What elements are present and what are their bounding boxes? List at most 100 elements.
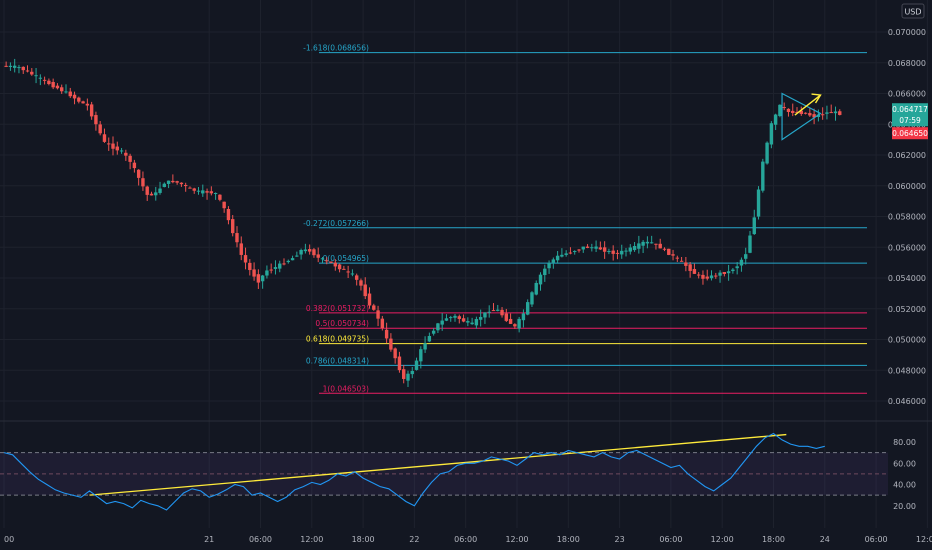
candle-body xyxy=(525,302,530,315)
fib-level-label: 0.5(0.050734) xyxy=(315,319,369,328)
price-tag-bg xyxy=(892,114,928,127)
candle-body xyxy=(107,143,111,145)
candle-body xyxy=(585,246,590,248)
candle-body xyxy=(290,258,295,261)
candle-body xyxy=(367,293,372,306)
candle-body xyxy=(248,262,252,271)
candle-body xyxy=(128,155,132,162)
candle-body xyxy=(8,65,13,67)
candle-body xyxy=(342,268,346,270)
candle-body xyxy=(795,111,799,113)
candle-body xyxy=(440,320,444,325)
time-tick-label: 06:00 xyxy=(659,535,682,544)
candle-body xyxy=(748,235,752,253)
candle-body xyxy=(701,274,705,279)
fib-level-label: -0.272(0.057266) xyxy=(303,219,369,228)
candle-body xyxy=(158,188,162,193)
candle-body xyxy=(577,249,581,251)
candle-body xyxy=(423,343,427,350)
price-tick-label: 0.062000 xyxy=(888,151,926,160)
breakout-arrow[interactable] xyxy=(794,94,821,116)
candle-body xyxy=(752,217,756,235)
candle-body xyxy=(696,274,701,276)
candle-body xyxy=(590,247,594,249)
candle-body xyxy=(329,261,333,263)
rsi-axis[interactable]: 80.00 60.00 40.00 20.00 xyxy=(893,438,916,511)
time-tick-label: 12:00 xyxy=(711,535,734,544)
price-tick-label: 0.068000 xyxy=(888,59,926,68)
currency-badge[interactable]: USD xyxy=(901,3,925,19)
breakout-arrow-head xyxy=(811,93,822,104)
price-tick-label: 0.052000 xyxy=(888,305,926,314)
candle-body xyxy=(615,252,620,254)
candle-body xyxy=(692,269,697,274)
candle-body xyxy=(517,318,521,329)
candle-body xyxy=(594,246,598,249)
candle-body xyxy=(209,191,214,194)
fibonacci-retracement[interactable]: -1.618(0.068656) -0.272(0.057266) 0(0.0549… xyxy=(303,44,867,394)
candle-body xyxy=(538,274,543,285)
candle-body xyxy=(85,103,90,106)
candle-body xyxy=(786,108,791,112)
fib-level-label: 0.382(0.051732) xyxy=(306,304,369,313)
candle-body xyxy=(145,186,149,195)
candle-body xyxy=(637,243,641,249)
fib-level-label: 0(0.054965) xyxy=(323,254,369,263)
currency-label: USD xyxy=(904,8,921,17)
time-tick-label: 22 xyxy=(409,535,419,544)
price-tag-bg xyxy=(892,103,928,116)
price-tick-label: 0.046000 xyxy=(888,397,926,406)
triangle-pattern[interactable] xyxy=(781,92,822,141)
candle-body xyxy=(162,183,167,188)
candle-body xyxy=(136,169,141,178)
price-tag-text: 0.064717 xyxy=(892,105,928,114)
rsi-tick-label: 80.00 xyxy=(893,438,916,447)
candle-body xyxy=(508,318,513,324)
candle-body xyxy=(21,66,25,71)
rsi-trendline[interactable] xyxy=(89,433,787,496)
candle-body xyxy=(201,190,205,194)
candle-body xyxy=(4,65,8,67)
candle-body xyxy=(714,275,718,277)
candle-body xyxy=(346,271,350,273)
candle-body xyxy=(838,111,842,115)
time-tick-label: 00 xyxy=(4,535,14,544)
rsi-series-line xyxy=(3,432,825,511)
candle-body xyxy=(820,114,825,116)
drawings[interactable] xyxy=(89,92,822,496)
candle-body xyxy=(684,262,688,266)
candle-body xyxy=(295,255,299,257)
candle-body xyxy=(166,180,171,184)
price-tag-text: 0.064650 xyxy=(892,129,928,138)
price-axis[interactable]: 0.0700000.0680000.0660000.0640000.062000… xyxy=(888,28,926,406)
candle-body xyxy=(722,272,727,275)
candle-body xyxy=(530,292,534,305)
candle-body xyxy=(218,194,222,200)
candle-body xyxy=(808,113,812,116)
candle-body xyxy=(384,329,389,339)
candle-body xyxy=(769,123,774,145)
candle-body xyxy=(799,110,803,114)
candle-body xyxy=(299,249,303,255)
candle-body xyxy=(231,219,235,234)
candle-body xyxy=(256,274,261,283)
candle-body xyxy=(487,311,491,313)
candle-body xyxy=(402,369,406,379)
time-axis[interactable]: 00 21 06:00 12:00 18:00 22 06:00 12:00 18:00 23 06… xyxy=(4,535,932,544)
rsi-line xyxy=(3,432,825,511)
candle-body xyxy=(414,360,419,370)
candle-body xyxy=(363,284,367,297)
candle-body xyxy=(812,114,816,118)
candle-body xyxy=(213,193,218,195)
candle-body xyxy=(628,247,632,252)
price-tick-label: 0.056000 xyxy=(888,243,926,252)
candle-body xyxy=(376,310,380,319)
candle-body xyxy=(205,191,209,193)
candle-body xyxy=(466,321,470,323)
candle-body xyxy=(543,268,547,276)
candle-body xyxy=(491,310,496,312)
candle-body xyxy=(739,259,744,266)
candle-body xyxy=(393,348,397,359)
candle-body xyxy=(607,251,611,253)
